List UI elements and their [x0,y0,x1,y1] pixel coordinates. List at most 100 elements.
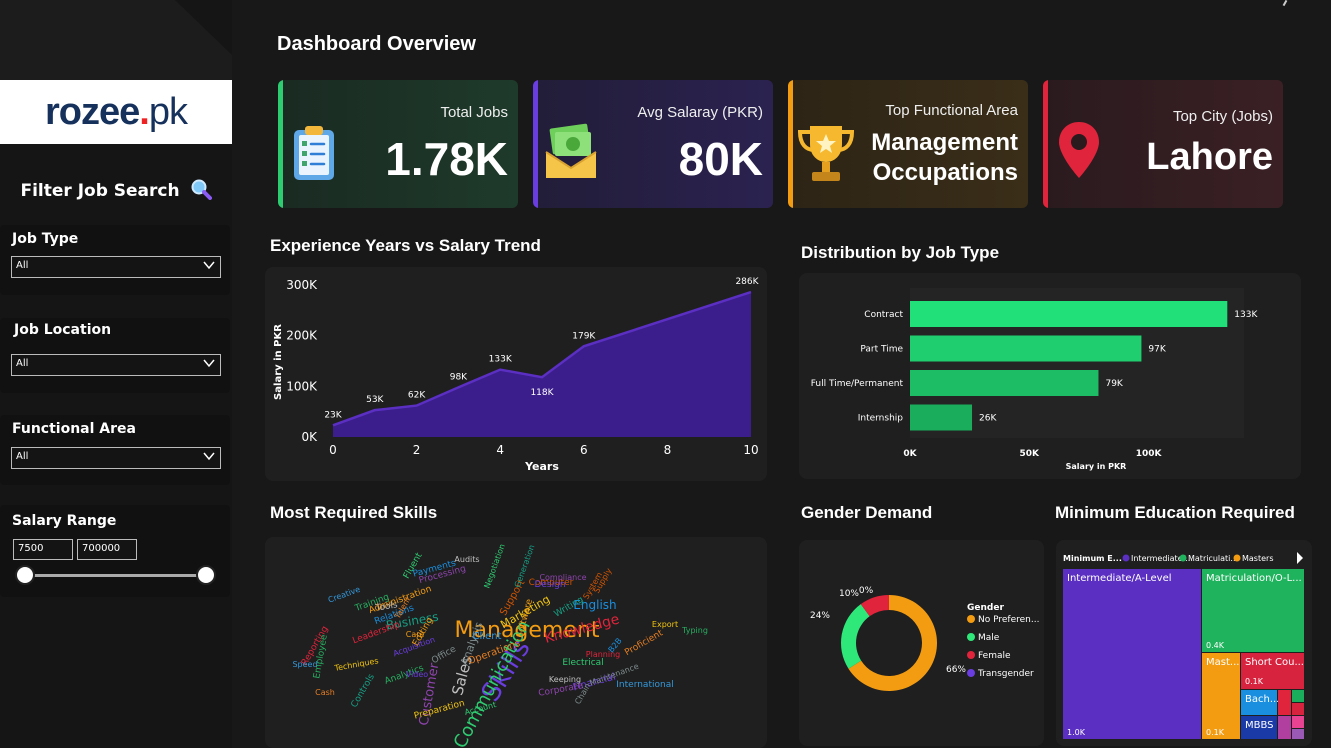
skills-panel: Management Skills Communication Knowledge En… [265,537,767,748]
data-label: 26K [979,414,997,424]
functional-area-value: All [16,451,29,462]
data-label: 97K [1148,345,1166,355]
treemap-tile-small[interactable] [1278,690,1291,715]
page-title: Dashboard Overview [277,33,476,55]
education-treemap: Minimum E... Intermediate/...Matriculati.… [1063,552,1304,739]
treemap-tile-small[interactable] [1292,690,1304,702]
kpi-avg-salary: Avg Salaray (PKR) 80K [533,80,773,208]
treemap-tile-small[interactable] [1278,716,1291,739]
data-label: 0% [859,586,874,596]
legend-label[interactable]: Female [978,651,1011,661]
data-label: 98K [450,372,468,382]
donut-slice[interactable] [848,595,937,691]
skill-word: Cash [315,688,335,697]
data-label: 133K [489,355,513,365]
legend-marker [967,669,975,677]
treemap-tile[interactable] [1241,653,1304,689]
functional-area-dropdown[interactable]: All [11,447,221,469]
skill-word: Client [473,631,502,642]
tile-label: Matriculation/O-L... [1206,573,1302,584]
education-title: Minimum Education Required [1055,503,1295,522]
legend-title: Minimum E... [1063,554,1122,563]
experience-chart-panel: 0K 100K 200K 300K 0 2 4 6 8 10 23K 53K 62K 98K 133K 118… [265,267,767,481]
bar[interactable] [910,370,1099,396]
skill-word: Design [534,580,565,590]
y-tick-label: 100K [286,379,318,393]
data-label: 118K [530,388,554,398]
experience-chart-title: Experience Years vs Salary Trend [270,236,541,255]
salary-slider-min-handle[interactable] [15,565,35,585]
treemap-tile[interactable] [1241,716,1277,739]
x-tick-label: 10 [743,443,758,457]
tile-label: Mast... [1206,657,1239,668]
logo: rozee.pk [0,80,232,144]
donut-slice[interactable] [860,595,889,617]
y-tick-label: 200K [286,329,318,343]
bar[interactable] [910,404,973,431]
data-label: 62K [408,391,426,401]
job-type-slicer: Job Type All [0,225,230,295]
legend-marker [967,633,975,641]
kpi-value: 1.78K [385,133,508,185]
kpi-label: Top Functional Area [885,102,1018,119]
skill-word: Management [455,618,600,643]
data-label: 23K [324,410,342,420]
salary-slider-track[interactable] [24,574,207,577]
x-tick-label: 6 [580,443,588,457]
skill-word: Office [430,644,458,666]
chevron-down-icon [203,359,215,368]
legend-label[interactable]: Transgender [977,669,1034,679]
kpi-label: Total Jobs [440,104,508,121]
treemap-tile[interactable] [1202,569,1304,652]
kpi-accent [533,80,538,208]
legend-label[interactable]: Masters [1242,554,1274,563]
donut-slice[interactable] [841,604,870,669]
job-type-dropdown[interactable]: All [11,256,221,278]
skill-word: Proficient [623,628,665,658]
x-axis-title: Salary in PKR [1066,462,1127,471]
skill-word: Computer [529,578,574,588]
clipboard-icon [294,126,334,180]
money-envelope-icon [545,123,597,178]
treemap-tile-small[interactable] [1292,729,1304,739]
y-tick-label: 0K [301,430,318,444]
skill-word: Compliance [539,573,586,582]
treemap-tile-small[interactable] [1292,703,1304,715]
skill-word: Planning [586,650,620,659]
tile-value: 0.1K [1245,677,1264,686]
legend-label[interactable]: Matriculati... [1188,554,1238,563]
bar[interactable] [910,301,1228,327]
treemap-tile-small[interactable] [1292,716,1304,728]
y-axis-title: Salary in PKR [273,324,284,400]
skill-word: Electrical [562,658,603,668]
legend-marker [1233,554,1241,562]
skill-word: Care [406,630,425,639]
map-pin-icon [1059,122,1099,178]
filter-title-text: Filter Job Search [20,181,180,201]
legend-next-icon[interactable] [1297,552,1303,564]
legend-marker [1179,554,1187,562]
kpi-accent [788,80,793,208]
data-label: 66% [946,665,966,675]
bar[interactable] [910,335,1142,362]
tile-label: Bach... [1245,694,1279,705]
x-tick-label: 50K [1020,449,1041,459]
treemap-tile[interactable] [1241,690,1277,715]
functional-area-label: Functional Area [12,421,136,437]
search-icon [191,179,212,200]
salary-min-input[interactable]: 7500 [13,539,73,560]
job-type-chart: Contract 133K Part Time 97K Full Time/Perman… [811,288,1258,471]
legend-label[interactable]: Intermediate/... [1131,554,1193,563]
kpi-value-line1: Management [871,129,1018,156]
legend-label[interactable]: No Preferen... [978,615,1039,625]
salary-max-input[interactable]: 700000 [77,539,137,560]
job-location-dropdown[interactable]: All [11,354,221,376]
chevron-down-icon [203,452,215,461]
tile-label: Short Cou... [1245,657,1304,668]
salary-slider-max-handle[interactable] [196,565,216,585]
skill-word: Audits [454,555,479,564]
treemap-tile[interactable] [1063,569,1201,739]
treemap-tile[interactable] [1202,653,1240,739]
legend-label[interactable]: Male [978,633,1000,643]
